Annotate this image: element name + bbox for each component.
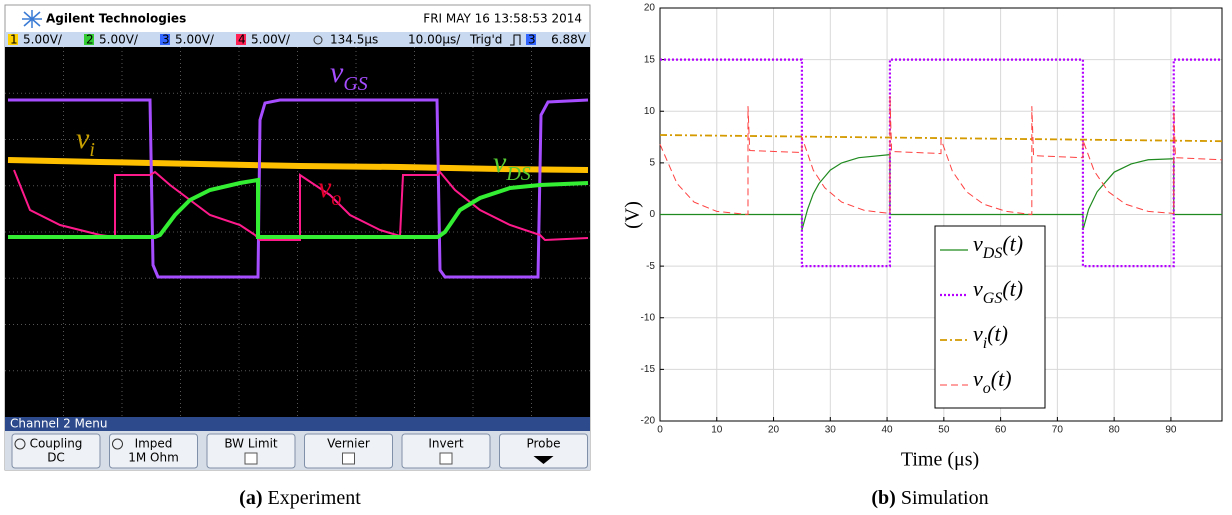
y-tick-label: 10 xyxy=(644,106,656,117)
button-value: 1M Ohm xyxy=(128,451,179,465)
legend-suffix: (t) xyxy=(991,366,1012,391)
menu-title: Channel 2 Menu xyxy=(10,417,107,431)
trigger-channel: 3 xyxy=(528,33,536,47)
button-label: Probe xyxy=(526,437,560,451)
legend-name: v xyxy=(973,321,983,346)
channel-id: 4 xyxy=(238,33,246,47)
x-tick-label: 20 xyxy=(768,425,780,436)
legend-subscript: DS xyxy=(982,245,1003,262)
y-tick-label: 0 xyxy=(649,209,655,220)
channel-scale: 5.00V/ xyxy=(23,33,63,47)
legend-name: v xyxy=(973,276,983,301)
channel-scale: 5.00V/ xyxy=(251,33,291,47)
channel-id: 3 xyxy=(162,33,170,47)
y-tick-label: -10 xyxy=(641,312,656,323)
x-axis-label: Time (μs) xyxy=(901,449,979,471)
x-tick-label: 60 xyxy=(995,425,1007,436)
logo xyxy=(22,10,42,28)
legend-suffix: (t) xyxy=(1002,231,1023,256)
channel-id: 2 xyxy=(86,33,94,47)
trigger-level: 6.88V xyxy=(551,33,587,47)
legend-suffix: (t) xyxy=(1002,276,1023,301)
channel-id: 1 xyxy=(10,33,18,47)
caption: (a) Experiment xyxy=(239,487,361,509)
x-tick-label: 10 xyxy=(711,425,723,436)
legend-suffix: (t) xyxy=(987,321,1008,346)
x-tick-label: 70 xyxy=(1052,425,1064,436)
caption: (b) Simulation xyxy=(871,487,988,509)
checkbox xyxy=(440,453,452,464)
x-tick-label: 50 xyxy=(938,425,950,436)
delay: 134.5µs xyxy=(330,33,378,47)
channel-scale: 5.00V/ xyxy=(175,33,215,47)
figure: Agilent Technologies FRI MAY 16 13:58:53… xyxy=(0,0,1232,515)
x-tick-label: 30 xyxy=(825,425,837,436)
button-label: Coupling xyxy=(30,437,83,451)
menu-button[interactable]: Vernier xyxy=(305,434,393,468)
legend-subscript: o xyxy=(983,380,991,397)
x-tick-label: 90 xyxy=(1165,425,1177,436)
brand: Agilent Technologies xyxy=(46,12,186,26)
menu-button[interactable]: Invert xyxy=(402,434,490,468)
button-label: BW Limit xyxy=(224,437,278,451)
button-label: Imped xyxy=(135,437,173,451)
x-tick-label: 40 xyxy=(882,425,894,436)
scope: Agilent Technologies FRI MAY 16 13:58:53… xyxy=(5,5,590,470)
y-tick-label: 15 xyxy=(644,54,656,65)
channel-scale: 5.00V/ xyxy=(99,33,139,47)
timebase: 10.00µs/ xyxy=(408,33,461,47)
button-label: Invert xyxy=(428,437,464,451)
legend-subscript: GS xyxy=(983,290,1003,307)
y-axis-label: (V) xyxy=(622,201,644,229)
datetime: FRI MAY 16 13:58:53 2014 xyxy=(423,12,582,26)
button-label: Vernier xyxy=(327,437,370,451)
y-tick-label: 5 xyxy=(649,158,655,169)
menu-button[interactable]: Probe xyxy=(500,434,588,468)
y-tick-label: -20 xyxy=(641,416,656,427)
legend-name: v xyxy=(973,366,983,391)
y-tick-label: -5 xyxy=(646,261,655,272)
checkbox xyxy=(343,453,355,464)
y-tick-label: -15 xyxy=(641,364,656,375)
x-tick-label: 80 xyxy=(1109,425,1121,436)
button-value: DC xyxy=(47,451,65,465)
checkbox xyxy=(245,453,257,464)
menu-button[interactable]: BW Limit xyxy=(207,434,295,468)
legend-name: v xyxy=(973,231,983,256)
trigger: Trig'd xyxy=(469,33,502,47)
x-tick-label: 0 xyxy=(657,425,663,436)
y-tick-label: 20 xyxy=(644,3,656,14)
